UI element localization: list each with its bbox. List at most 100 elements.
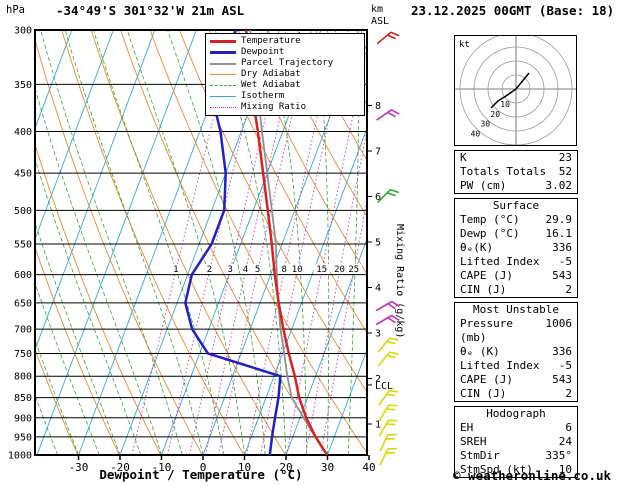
km-tick-label: 6	[375, 192, 381, 203]
stats-label: CAPE (J)	[460, 373, 513, 386]
pressure-tick-label: 850	[14, 393, 32, 404]
legend-item: Parcel Trajectory	[206, 58, 364, 69]
isotherm-line	[35, 30, 73, 130]
km-tick-label: 2	[375, 374, 381, 385]
stats-section-title: Most Unstable	[472, 303, 560, 316]
stats-value: 3.02	[545, 179, 573, 192]
stats-row: EH 6	[455, 421, 577, 435]
dry-adiabat-line	[35, 348, 79, 455]
wet-adiabat-line	[35, 394, 59, 455]
wind-barb-icon	[378, 389, 399, 406]
km-tick-label: 3	[375, 329, 381, 340]
stats-section: Hodograph EH 6 SREH 24 StmDir 335° StmSpd (kt) 1…	[454, 406, 578, 478]
isotherm-line	[327, 348, 367, 455]
hodograph-ring	[473, 46, 559, 132]
mixing-ratio-value-label: 5	[255, 265, 260, 275]
dry-adiabat-line	[296, 30, 367, 162]
stats-label: Dewp (°C)	[460, 227, 520, 240]
km-tick-label: 1	[375, 420, 381, 431]
legend-line-sample	[210, 51, 236, 54]
stats-value: 543	[552, 373, 572, 386]
stats-row: Totals Totals 52	[455, 165, 577, 179]
hodograph-ring	[501, 74, 531, 104]
mixing-ratio-value-label: 1	[173, 265, 178, 275]
mixing-ratio-value-label: 20	[334, 265, 345, 275]
wind-barb-icon	[377, 188, 400, 203]
isotherm-line	[36, 30, 197, 455]
stats-label: Lifted Index	[460, 359, 540, 372]
stats-label: CIN (J)	[460, 283, 507, 296]
stats-section: Most Unstable Pressure (mb) 1006 θₑ (K) 336 L…	[454, 302, 578, 402]
stats-row: CIN (J) 2	[455, 283, 577, 297]
mixing-ratio-value-label: 3	[227, 265, 232, 275]
stats-row: StmSpd (kt) 10	[455, 463, 577, 477]
stats-row: Pressure (mb) 1006	[455, 317, 577, 345]
pressure-tick-label: 800	[14, 372, 32, 383]
pressure-tick-label: 900	[14, 413, 32, 424]
copyright-text: © weatheronline.co.uk	[453, 468, 612, 483]
stats-label: StmSpd (kt)	[460, 463, 533, 476]
stats-label: Pressure (mb)	[460, 317, 513, 344]
hodograph-ring-label: 20	[490, 110, 500, 119]
dry-adiabat-line	[267, 30, 367, 218]
mixing-ratio-value-label: 2	[207, 265, 212, 275]
stats-section-title: Hodograph	[486, 407, 546, 420]
km-axis-label: km	[371, 4, 383, 15]
legend-item: Isotherm	[206, 91, 364, 102]
legend-label: Isotherm	[241, 91, 285, 101]
hodograph-ring	[487, 60, 545, 118]
hodograph-ring	[459, 36, 573, 145]
legend-line-sample	[210, 85, 236, 86]
pressure-tick-label: 950	[14, 432, 32, 443]
stats-value: 336	[552, 241, 572, 254]
stats-value: 52	[558, 165, 572, 178]
stats-row: θₑ(K) 336	[455, 241, 577, 255]
temp-tick-label: 30	[321, 461, 334, 474]
pressure-tick-label: 700	[14, 325, 32, 336]
wet-adiabat-line	[35, 338, 79, 455]
legend-line-sample	[210, 74, 236, 75]
stats-label: K	[460, 151, 467, 164]
stats-label: Totals Totals	[460, 165, 547, 178]
lcl-label: LCL	[375, 381, 393, 392]
wet-adiabat-line	[126, 30, 245, 455]
temp-tick-label: -10	[152, 461, 172, 474]
temperature-curve	[244, 30, 329, 455]
legend-line-sample	[210, 40, 236, 43]
hodograph-ring-label: 40	[471, 130, 481, 139]
mixing-ratio-label-bg	[225, 264, 236, 274]
km-tick-label: 8	[375, 101, 381, 112]
mixing-ratio-line	[286, 45, 367, 455]
wind-barb-icon	[379, 447, 397, 466]
hodograph-ring-label: 10	[500, 100, 510, 109]
legend-item: Temperature	[206, 36, 364, 47]
stats-value: 1006	[545, 317, 573, 330]
mixing-ratio-line	[305, 127, 367, 455]
stats-value: 2	[565, 387, 572, 400]
stats-value: 23	[558, 151, 572, 164]
mixing-ratio-value-label: 8	[281, 265, 286, 275]
wind-barb-icon	[377, 337, 399, 353]
legend-item: Dry Adiabat	[206, 69, 364, 80]
legend-line-sample	[210, 62, 236, 65]
stats-row: Lifted Index -5	[455, 255, 577, 269]
hodograph-trace	[490, 72, 530, 109]
wet-adiabat-line	[40, 30, 183, 455]
stats-section: Surface Temp (°C) 29.9 Dewp (°C) 16.1 θₑ(K) 33…	[454, 198, 578, 298]
legend-label: Temperature	[241, 36, 301, 46]
stats-label: EH	[460, 421, 474, 434]
legend-line-sample	[210, 96, 236, 97]
pressure-tick-label: 350	[14, 80, 32, 91]
stats-label: CIN (J)	[460, 387, 507, 400]
mixing-ratio-axis-label: Mixing Ratio (g/kg)	[394, 224, 405, 338]
mixing-ratio-line	[217, 30, 312, 455]
stats-row: Lifted Index -5	[455, 359, 577, 373]
pressure-tick-label: 750	[14, 349, 32, 360]
stats-row: Dewp (°C) 16.1	[455, 227, 577, 241]
mixing-ratio-line	[205, 30, 301, 455]
stats-label: CAPE (J)	[460, 269, 513, 282]
chart-legend: Temperature Dewpoint Parcel Trajectory Dry …	[205, 33, 365, 116]
